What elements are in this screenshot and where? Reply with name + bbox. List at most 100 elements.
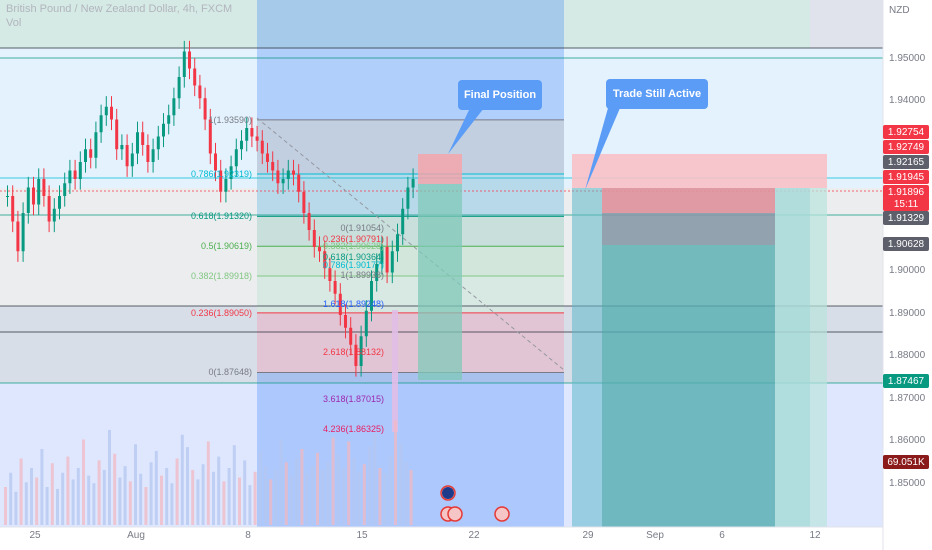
- fib-extension-label: 0(1.91054): [340, 222, 384, 233]
- candle: [104, 106, 108, 116]
- candle: [136, 132, 139, 154]
- volume-bar: [321, 469, 325, 525]
- volume-indicator-label[interactable]: Vol: [6, 17, 22, 29]
- active-target-zone: [602, 245, 775, 527]
- candle: [214, 153, 217, 171]
- candle: [245, 128, 249, 141]
- price-badge: 1.91945: [883, 170, 929, 184]
- volume-bar: [9, 472, 13, 525]
- fib-extension-label: 1.618(1.89248): [322, 299, 384, 310]
- fib-extension-bar: [392, 310, 398, 432]
- volume-bar: [399, 443, 403, 525]
- price-badge: 1.87467: [883, 374, 929, 388]
- volume-bar: [357, 471, 361, 525]
- volume-bar: [144, 487, 148, 525]
- candle: [240, 140, 243, 150]
- volume-bar: [222, 481, 226, 525]
- final-position-callout[interactable]: Final Position: [458, 80, 542, 110]
- currency-label: NZD: [889, 5, 910, 16]
- candle: [58, 196, 61, 209]
- candle: [281, 179, 285, 184]
- candle: [229, 166, 233, 179]
- fib-level-label: 0.382(1.89918): [190, 270, 252, 281]
- candle: [224, 179, 228, 192]
- candle: [110, 106, 113, 120]
- candle: [292, 170, 295, 175]
- candle: [255, 136, 259, 141]
- fib-extension-label: 0.618(1.90364): [322, 252, 384, 263]
- fib-band: [257, 312, 564, 373]
- x-tick: 15: [356, 530, 368, 541]
- volume-bar: [165, 468, 169, 525]
- volume-bar: [243, 460, 247, 525]
- volume-bar: [50, 463, 54, 525]
- active-stop-zone: [572, 154, 827, 188]
- candle: [203, 98, 207, 120]
- candle: [52, 208, 56, 222]
- candle: [318, 247, 321, 252]
- volume-bar: [191, 469, 195, 525]
- candle: [323, 251, 327, 269]
- volume-bar: [305, 473, 309, 525]
- candle: [188, 51, 191, 69]
- x-tick: 22: [468, 530, 480, 541]
- candle: [364, 310, 368, 337]
- candle: [344, 315, 347, 328]
- candle: [219, 170, 223, 192]
- volume-bar: [290, 475, 293, 525]
- corner-zone: [810, 0, 883, 48]
- x-tick: 8: [245, 530, 251, 541]
- volume-bar: [300, 449, 304, 525]
- candle: [151, 149, 155, 162]
- y-tick: 1.88000: [889, 350, 926, 361]
- price-badge: 1.91896: [883, 185, 929, 199]
- candle: [73, 170, 77, 179]
- volume-bar: [102, 469, 106, 525]
- x-tick: 6: [719, 530, 725, 541]
- fib-extension-label: 2.618(1.88132): [322, 346, 384, 357]
- volume-bar: [373, 433, 377, 525]
- candle: [193, 68, 197, 86]
- volume-bar: [87, 475, 91, 525]
- volume-bar: [258, 452, 262, 525]
- candle: [42, 179, 46, 196]
- x-tick: 25: [29, 530, 41, 541]
- volume-bar: [108, 430, 111, 525]
- candle: [349, 327, 353, 345]
- candle: [26, 187, 30, 213]
- fib-level-label: 0(1.87648): [208, 367, 252, 378]
- volume-bar: [149, 462, 153, 525]
- economic-event-icon: [494, 506, 510, 522]
- candle: [198, 85, 202, 99]
- fib-level-label: 1(1.93590): [208, 114, 252, 125]
- price-badge: 1.92754: [883, 125, 929, 139]
- candle: [115, 119, 119, 150]
- countdown-badge: 15:11: [883, 197, 929, 211]
- fib-extension-label: 0.382(1.90628): [322, 240, 384, 251]
- volume-bar: [154, 450, 158, 525]
- volume-bar: [206, 441, 210, 525]
- volume-bar: [238, 477, 241, 525]
- volume-bar: [201, 464, 205, 525]
- volume-bar: [368, 447, 371, 525]
- volume-bar: [279, 439, 283, 525]
- target-zone: [418, 184, 462, 380]
- trade-still-active-callout[interactable]: Trade Still Active: [606, 79, 708, 109]
- volume-bar: [409, 469, 413, 525]
- volume-bar: [217, 456, 221, 525]
- nz-flag-event-icon: [442, 487, 454, 499]
- volume-bar: [342, 468, 345, 525]
- fib-band: [257, 216, 564, 247]
- trend-line: [256, 117, 565, 371]
- candle: [89, 149, 93, 158]
- volume-bar: [284, 462, 288, 525]
- candle: [84, 149, 87, 162]
- volume-bar: [160, 475, 163, 525]
- candle: [125, 145, 129, 167]
- candle: [354, 344, 358, 366]
- candle: [406, 187, 410, 209]
- volume-bar: [362, 464, 366, 525]
- candle: [390, 251, 394, 273]
- candle: [146, 145, 150, 162]
